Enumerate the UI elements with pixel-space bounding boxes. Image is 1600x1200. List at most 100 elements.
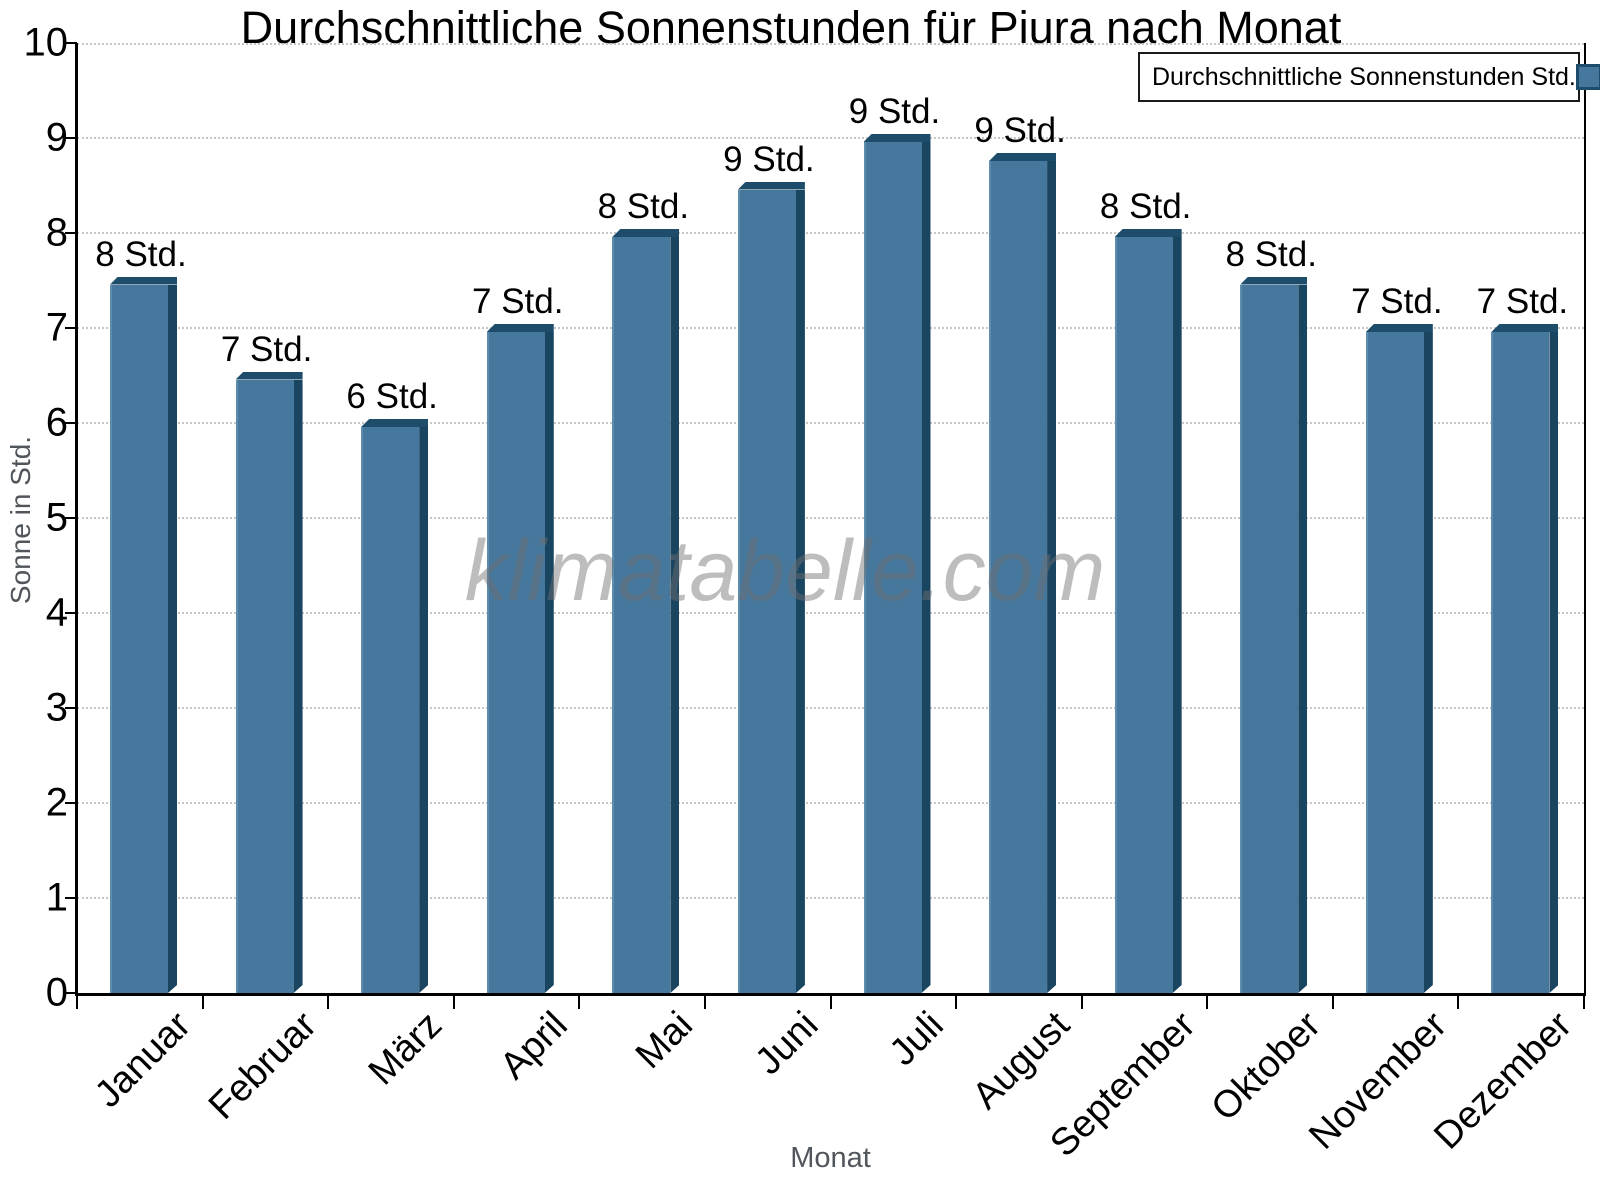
gridline-5 [77,517,1584,519]
x-tick-label-juni: Juni [747,1004,827,1083]
bar-value-label-oktober: 8 Std. [1225,234,1317,274]
bar-front-face-dezember [1491,332,1550,993]
bar-value-label-märz: 6 Std. [346,377,438,416]
bar-side-face-märz [419,427,428,993]
bar-top-face-mai [612,229,680,237]
bar-september [1114,229,1182,993]
bar-top-face-september [1114,229,1182,237]
bar-side-face-mai [670,237,679,993]
bar-side-face-juli [922,142,931,993]
gridline-9 [77,137,1584,139]
bar-top-face-juni [737,181,805,190]
bar-dezember [1491,324,1559,993]
y-tick-mark-1 [65,897,77,899]
bar-value-label-juli: 9 Std. [848,92,941,131]
x-tick-label-dezember: Dezember [1426,1004,1581,1158]
gridline-7 [77,327,1584,329]
x-tick-label-januar: Januar [86,1004,199,1116]
bar-value-label-april: 7 Std. [472,282,564,321]
bar-front-face-januar [110,284,168,993]
x-tick-label-november: November [1300,1004,1455,1158]
bar-top-face-august [989,153,1057,161]
y-tick-label-6: 6 [45,400,68,445]
x-tick-mark-3 [452,993,455,1009]
bar-front-face-november [1365,332,1424,993]
bar-front-face-juli [863,142,922,993]
x-tick-mark-12 [1583,993,1585,1009]
x-tick-mark-6 [829,993,832,1009]
bar-top-face-oktober [1240,276,1308,285]
bar-top-face-juli [863,134,931,142]
bar-front-face-märz [361,427,420,993]
bar-value-label-juni: 9 Std. [723,139,815,179]
y-tick-mark-9 [65,137,77,139]
y-tick-mark-2 [65,802,77,804]
x-axis-title: Monat [790,1142,871,1174]
x-tick-label-mai: Mai [628,1004,702,1077]
y-tick-label-0: 0 [45,970,68,1015]
y-tick-label-5: 5 [45,495,68,540]
y-tick-label-3: 3 [45,685,68,730]
bar-front-face-oktober [1240,284,1299,993]
y-tick-mark-3 [65,707,77,709]
gridline-4 [77,612,1584,614]
bar-value-label-november: 7 Std. [1351,282,1443,321]
bar-front-face-april [486,332,545,993]
bar-side-face-oktober [1298,285,1307,994]
x-tick-label-juli: Juli [882,1004,953,1075]
bar-top-face-januar [110,276,177,285]
bar-mai [612,229,680,993]
y-tick-mark-4 [65,612,77,614]
x-tick-mark-5 [703,993,706,1009]
bar-top-face-märz [361,419,429,427]
plot-right-border [1584,43,1586,993]
y-tick-label-8: 8 [45,210,68,255]
bar-side-face-februar [294,380,303,994]
bar-side-face-januar [168,285,177,994]
bar-side-face-september [1173,237,1182,993]
x-tick-mark-2 [327,993,330,1009]
bar-januar [110,276,177,994]
bar-side-face-november [1424,332,1433,993]
bar-oktober [1240,276,1308,994]
x-tick-label-oktober: Oktober [1203,1004,1329,1130]
bar-top-face-dezember [1491,324,1559,332]
bar-august [989,153,1057,993]
bar-juni [737,181,805,993]
bar-value-label-januar: 8 Std. [95,234,187,274]
bar-side-face-august [1047,161,1056,993]
y-tick-label-1: 1 [45,875,68,920]
bar-front-face-august [989,161,1048,993]
y-axis-line [75,43,78,996]
bar-top-face-april [486,324,554,332]
bar-april [486,324,554,993]
y-tick-mark-5 [65,517,77,519]
x-tick-mark-11 [1457,993,1460,1009]
bar-value-label-august: 9 Std. [974,111,1066,150]
gridline-1 [77,897,1584,899]
bar-front-face-september [1114,237,1173,993]
bar-juli [863,134,931,993]
bar-front-face-mai [612,237,671,993]
bar-value-label-september: 8 Std. [1099,187,1192,226]
y-tick-mark-6 [65,422,77,424]
y-tick-mark-7 [65,327,77,329]
x-tick-label-april: April [491,1004,576,1088]
gridline-3 [77,707,1584,709]
gridline-10 [77,43,1584,45]
legend: Durchschnittliche Sonnenstunden Std. [1138,52,1600,102]
x-tick-mark-0 [76,993,78,1009]
bar-februar [235,371,303,994]
y-tick-mark-8 [65,232,77,234]
bar-märz [361,419,429,993]
x-tick-mark-9 [1206,993,1209,1009]
bar-value-label-februar: 7 Std. [220,329,313,369]
gridline-8 [77,232,1584,234]
x-tick-label-august: August [964,1004,1078,1118]
x-tick-mark-10 [1331,993,1334,1009]
bar-november [1365,324,1433,993]
bar-front-face-februar [235,379,294,993]
legend-label: Durchschnittliche Sonnenstunden Std. [1152,62,1576,91]
legend-swatch-icon [1575,64,1600,90]
x-tick-mark-8 [1080,993,1083,1009]
